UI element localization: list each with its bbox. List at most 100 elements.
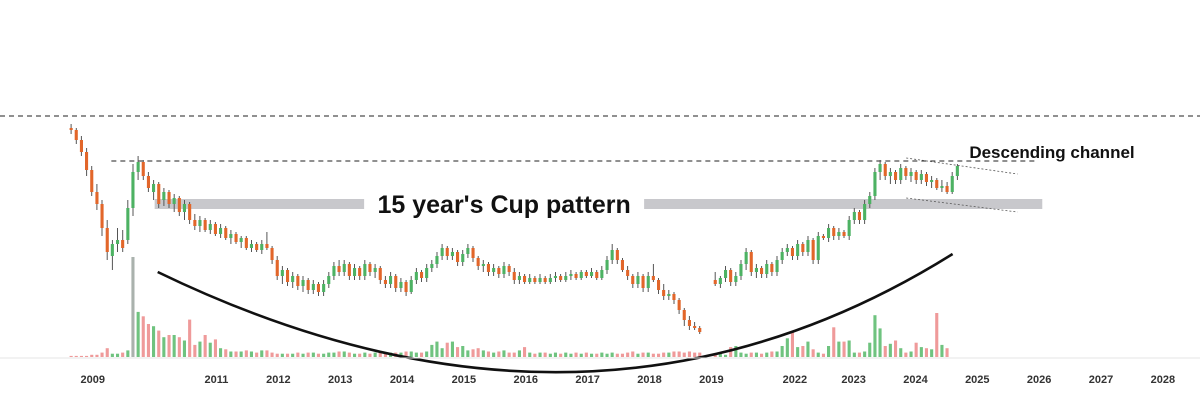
volume-bar [79,355,83,357]
volume-bar [172,335,176,357]
candle-body [244,238,248,248]
volume-bar [868,342,872,357]
candle-body [399,282,403,288]
candle-body [146,176,150,188]
candle-body [796,244,800,256]
candle-body [863,204,867,220]
candle-body [553,276,557,278]
candle-body [141,162,145,176]
volume-bar [888,343,892,357]
candle-body [373,268,377,272]
candle-body [940,186,944,188]
candle-body [394,276,398,288]
volume-bar [461,346,465,357]
volume-bar [219,348,223,357]
x-tick-label: 2018 [637,374,661,386]
candle-body [425,268,429,278]
volume-bar [553,352,557,357]
candle-body [569,274,573,276]
volume-bar [677,351,681,357]
candle-body [492,268,496,272]
volume-bar [873,315,877,357]
candle-body [450,252,454,256]
volume-bar [157,330,161,357]
candle-body [435,256,439,264]
volume-bar [347,352,351,357]
volume-bar [368,353,372,357]
candle-body [533,278,537,282]
candle-body [79,140,83,152]
candle-body [780,252,784,260]
candle-body [847,220,851,236]
volume-bar [420,352,424,357]
volume-bar [486,351,490,357]
volume-bar [832,327,836,357]
volume-bar [729,347,733,357]
x-tick-label: 2027 [1089,374,1113,386]
volume-bar [878,328,882,357]
volume-bar [569,353,573,357]
candle-body [724,270,728,278]
candle-body [126,208,130,240]
candle-body [224,228,228,238]
candle-body [739,264,743,276]
candle-body [383,280,387,284]
candle-body [811,240,815,260]
volume-bar [244,350,248,357]
candle-body [857,212,861,220]
volume-bar [620,353,624,357]
volume-bar [476,348,480,357]
candle-body [110,244,114,256]
candle-body [229,234,233,238]
volume-bar [904,352,908,357]
candle-body [249,244,253,248]
candle-body [265,244,269,248]
candle-body [322,284,326,292]
candle-body [842,232,846,236]
volume-bar [894,340,898,357]
volume-bar [481,350,485,357]
volume-bar [414,352,418,357]
volume-bar [327,352,331,357]
volume-bar [770,351,774,357]
volume-bar [152,326,156,357]
candle-body [332,266,336,276]
candle-body [507,266,511,272]
volume-bar [502,350,506,357]
candle-body [280,270,284,276]
candle-body [172,198,176,204]
candle-body [512,272,516,280]
candle-body [610,250,614,260]
candle-body [440,248,444,256]
volume-bar [574,352,578,357]
annotations: 15 year's Cup pattern Descending channel [377,143,1134,219]
volume-bar [322,353,326,357]
volume-bar [213,339,217,357]
volume-bar [646,352,650,357]
candle-body [785,248,789,252]
volume-bars [69,257,949,357]
volume-bar [919,347,923,357]
volume-bar [687,351,691,357]
volume-bar [780,346,784,357]
volume-bar [914,342,918,357]
candle-body [888,172,892,176]
volume-bar [435,341,439,357]
volume-bar [590,353,594,357]
candle-body [476,258,480,266]
candle-body [806,240,810,252]
candle-body [239,238,243,242]
candle-body [718,278,722,284]
candle-body [219,228,223,234]
candle-body [286,270,290,282]
candle-body [420,272,424,278]
candle-body [327,276,331,284]
reference-lines [0,115,1200,162]
candle-body [342,264,346,272]
candle-body [177,198,181,212]
volume-bar [543,352,547,357]
volume-bar [100,352,104,357]
candle-body [90,170,94,192]
